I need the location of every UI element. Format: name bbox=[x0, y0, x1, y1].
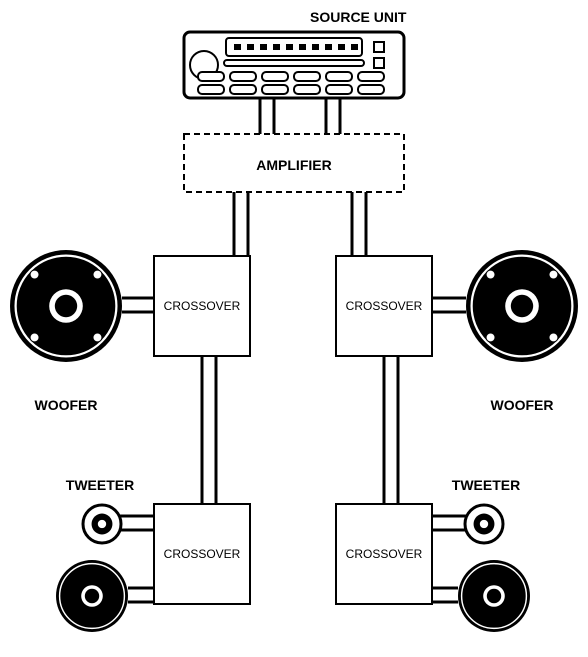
source-unit-label: SOURCE UNIT bbox=[310, 9, 407, 25]
tweeter-icon bbox=[465, 505, 503, 543]
woofer-icon bbox=[10, 250, 122, 362]
amplifier-label: AMPLIFIER bbox=[256, 157, 331, 173]
driver-icon bbox=[56, 560, 128, 632]
crossover-label: CROSSOVER bbox=[164, 547, 241, 561]
crossover-label: CROSSOVER bbox=[164, 299, 241, 313]
tweeter-r-label: TWEETER bbox=[452, 477, 520, 493]
woofer-r-label: WOOFER bbox=[491, 397, 554, 413]
tweeter-l-label: TWEETER bbox=[66, 477, 134, 493]
source-unit bbox=[184, 32, 404, 98]
crossover-label: CROSSOVER bbox=[346, 547, 423, 561]
woofer-l-label: WOOFER bbox=[35, 397, 98, 413]
crossover-label: CROSSOVER bbox=[346, 299, 423, 313]
tweeter-icon bbox=[83, 505, 121, 543]
woofer-icon bbox=[466, 250, 578, 362]
driver-icon bbox=[458, 560, 530, 632]
